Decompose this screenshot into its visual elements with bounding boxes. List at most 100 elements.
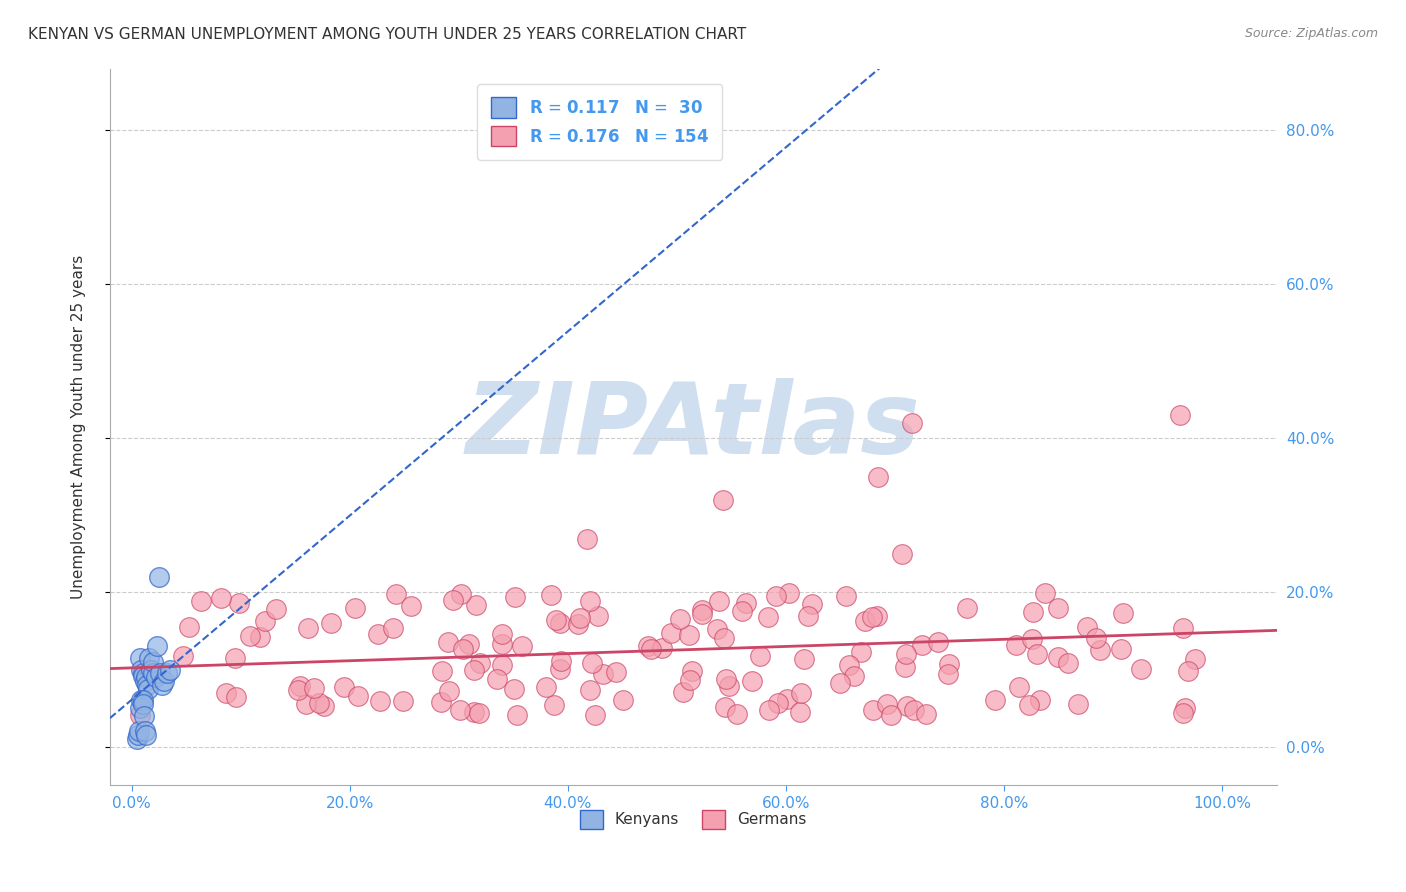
- Point: [862, 610, 884, 624]
- Point: [914, 706, 936, 721]
- Point: [679, 673, 702, 687]
- Point: [879, 707, 901, 722]
- Point: [891, 547, 914, 561]
- Point: [129, 708, 152, 723]
- Point: [536, 680, 558, 694]
- Point: [690, 603, 713, 617]
- Point: [463, 663, 485, 677]
- Point: [449, 703, 471, 717]
- Point: [569, 611, 592, 625]
- Point: [592, 667, 614, 681]
- Point: [741, 674, 763, 689]
- Point: [437, 635, 460, 649]
- Text: Source: ZipAtlas.com: Source: ZipAtlas.com: [1244, 27, 1378, 40]
- Point: [451, 642, 474, 657]
- Point: [312, 698, 335, 713]
- Point: [851, 645, 873, 659]
- Point: [131, 668, 153, 682]
- Point: [938, 657, 960, 672]
- Point: [145, 670, 167, 684]
- Point: [1056, 657, 1078, 671]
- Point: [295, 697, 318, 711]
- Point: [546, 613, 568, 627]
- Point: [1026, 647, 1049, 661]
- Point: [297, 621, 319, 635]
- Point: [749, 649, 772, 664]
- Point: [765, 589, 787, 603]
- Point: [681, 664, 703, 678]
- Point: [430, 664, 453, 678]
- Point: [956, 600, 979, 615]
- Point: [1084, 631, 1107, 645]
- Point: [716, 672, 738, 686]
- Point: [155, 666, 177, 681]
- Point: [540, 588, 562, 602]
- Point: [984, 693, 1007, 707]
- Point: [145, 640, 167, 654]
- Point: [150, 678, 173, 692]
- Point: [430, 695, 453, 709]
- Point: [1171, 706, 1194, 720]
- Point: [800, 597, 823, 611]
- Point: [134, 674, 156, 689]
- Point: [903, 703, 925, 717]
- Point: [583, 707, 606, 722]
- Point: [862, 703, 884, 717]
- Point: [149, 666, 172, 681]
- Point: [1171, 621, 1194, 635]
- Point: [127, 728, 149, 742]
- Y-axis label: Unemployment Among Youth under 25 years: Unemployment Among Youth under 25 years: [72, 255, 86, 599]
- Point: [505, 590, 527, 604]
- Point: [465, 599, 488, 613]
- Point: [901, 416, 924, 430]
- Point: [789, 705, 811, 719]
- Point: [550, 654, 572, 668]
- Point: [131, 693, 153, 707]
- Point: [550, 663, 572, 677]
- Point: [1129, 662, 1152, 676]
- Point: [838, 658, 860, 673]
- Point: [141, 663, 163, 677]
- Point: [458, 637, 481, 651]
- Point: [135, 678, 157, 692]
- Point: [172, 648, 194, 663]
- Point: [382, 621, 405, 635]
- Point: [254, 614, 277, 628]
- Point: [668, 611, 690, 625]
- Point: [575, 532, 598, 546]
- Point: [131, 663, 153, 677]
- Point: [506, 708, 529, 723]
- Point: [138, 651, 160, 665]
- Point: [127, 731, 149, 746]
- Point: [264, 602, 287, 616]
- Point: [486, 672, 509, 686]
- Point: [225, 690, 247, 705]
- Point: [136, 681, 159, 696]
- Point: [224, 651, 246, 665]
- Point: [725, 706, 748, 721]
- Point: [211, 591, 233, 605]
- Point: [911, 638, 934, 652]
- Point: [1035, 586, 1057, 600]
- Point: [1184, 652, 1206, 666]
- Point: [502, 682, 524, 697]
- Point: [249, 631, 271, 645]
- Point: [131, 697, 153, 711]
- Point: [853, 615, 876, 629]
- Point: [347, 689, 370, 703]
- Point: [637, 639, 659, 653]
- Point: [510, 640, 533, 654]
- Point: [793, 651, 815, 665]
- Point: [399, 599, 422, 614]
- Point: [463, 705, 485, 719]
- Point: [1004, 638, 1026, 652]
- Point: [1047, 650, 1070, 665]
- Point: [491, 627, 513, 641]
- Point: [790, 686, 813, 700]
- Point: [177, 620, 200, 634]
- Point: [1029, 693, 1052, 707]
- Point: [586, 609, 609, 624]
- Point: [640, 641, 662, 656]
- Point: [239, 628, 262, 642]
- Point: [132, 708, 155, 723]
